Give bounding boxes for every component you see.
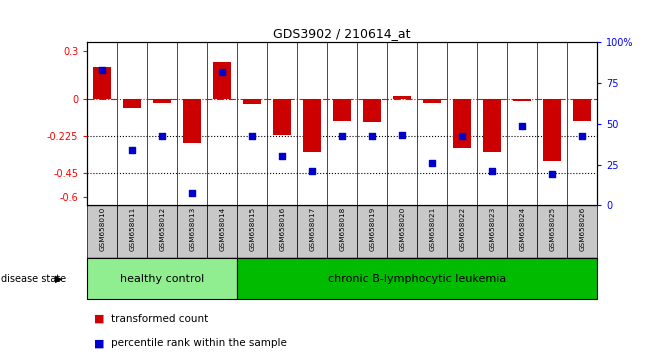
- Text: GSM658012: GSM658012: [159, 207, 165, 251]
- Text: GSM658011: GSM658011: [130, 207, 136, 251]
- Bar: [363, 99, 381, 122]
- Bar: [333, 99, 351, 121]
- Point: [487, 168, 498, 174]
- Text: disease state: disease state: [1, 274, 66, 284]
- Bar: [273, 99, 291, 135]
- Title: GDS3902 / 210614_at: GDS3902 / 210614_at: [274, 27, 411, 40]
- Point: [577, 133, 588, 139]
- Bar: [147, 205, 177, 258]
- Point: [547, 172, 558, 177]
- Text: GSM658014: GSM658014: [219, 207, 225, 251]
- Bar: [238, 205, 267, 258]
- Bar: [453, 99, 471, 148]
- Bar: [573, 99, 591, 121]
- Text: ▶: ▶: [55, 274, 62, 284]
- Text: ■: ■: [94, 314, 105, 324]
- Text: healthy control: healthy control: [120, 274, 205, 284]
- Text: GSM658018: GSM658018: [340, 207, 345, 251]
- Point: [307, 168, 317, 174]
- Bar: [123, 99, 141, 108]
- Text: GSM658016: GSM658016: [279, 207, 285, 251]
- Text: GSM658010: GSM658010: [99, 207, 105, 251]
- Bar: [423, 99, 442, 103]
- Bar: [183, 99, 201, 143]
- Point: [127, 147, 138, 153]
- Text: GSM658026: GSM658026: [579, 207, 585, 251]
- Bar: [447, 205, 477, 258]
- Text: GSM658013: GSM658013: [189, 207, 195, 251]
- Text: GSM658015: GSM658015: [249, 207, 255, 251]
- Text: GSM658020: GSM658020: [399, 207, 405, 251]
- Point: [517, 123, 527, 129]
- Bar: [207, 205, 238, 258]
- Text: transformed count: transformed count: [111, 314, 208, 324]
- Bar: [117, 205, 147, 258]
- Bar: [477, 205, 507, 258]
- Bar: [87, 258, 238, 299]
- Text: ■: ■: [94, 338, 105, 348]
- Bar: [507, 205, 537, 258]
- Text: GSM658022: GSM658022: [459, 207, 465, 251]
- Point: [457, 133, 468, 139]
- Point: [97, 67, 107, 73]
- Bar: [153, 99, 171, 103]
- Point: [427, 160, 437, 166]
- Point: [367, 133, 378, 139]
- Point: [247, 133, 258, 139]
- Text: GSM658024: GSM658024: [519, 207, 525, 251]
- Bar: [513, 99, 531, 101]
- Bar: [483, 99, 501, 152]
- Bar: [177, 205, 207, 258]
- Point: [187, 190, 197, 196]
- Point: [397, 132, 407, 138]
- Point: [217, 69, 227, 75]
- Point: [277, 153, 288, 159]
- Bar: [267, 205, 297, 258]
- Bar: [537, 205, 567, 258]
- Text: GSM658019: GSM658019: [369, 207, 375, 251]
- Text: GSM658021: GSM658021: [429, 207, 435, 251]
- Bar: [417, 205, 447, 258]
- Bar: [238, 258, 597, 299]
- Bar: [357, 205, 387, 258]
- Bar: [213, 62, 231, 99]
- Bar: [243, 99, 261, 104]
- Bar: [87, 205, 117, 258]
- Bar: [393, 96, 411, 99]
- Bar: [93, 67, 111, 99]
- Bar: [567, 205, 597, 258]
- Text: percentile rank within the sample: percentile rank within the sample: [111, 338, 287, 348]
- Point: [337, 133, 348, 139]
- Bar: [387, 205, 417, 258]
- Point: [157, 133, 168, 139]
- Text: chronic B-lymphocytic leukemia: chronic B-lymphocytic leukemia: [328, 274, 507, 284]
- Bar: [327, 205, 357, 258]
- Text: GSM658023: GSM658023: [489, 207, 495, 251]
- Text: GSM658025: GSM658025: [549, 207, 555, 251]
- Bar: [303, 99, 321, 152]
- Bar: [544, 99, 561, 161]
- Bar: [297, 205, 327, 258]
- Text: GSM658017: GSM658017: [309, 207, 315, 251]
